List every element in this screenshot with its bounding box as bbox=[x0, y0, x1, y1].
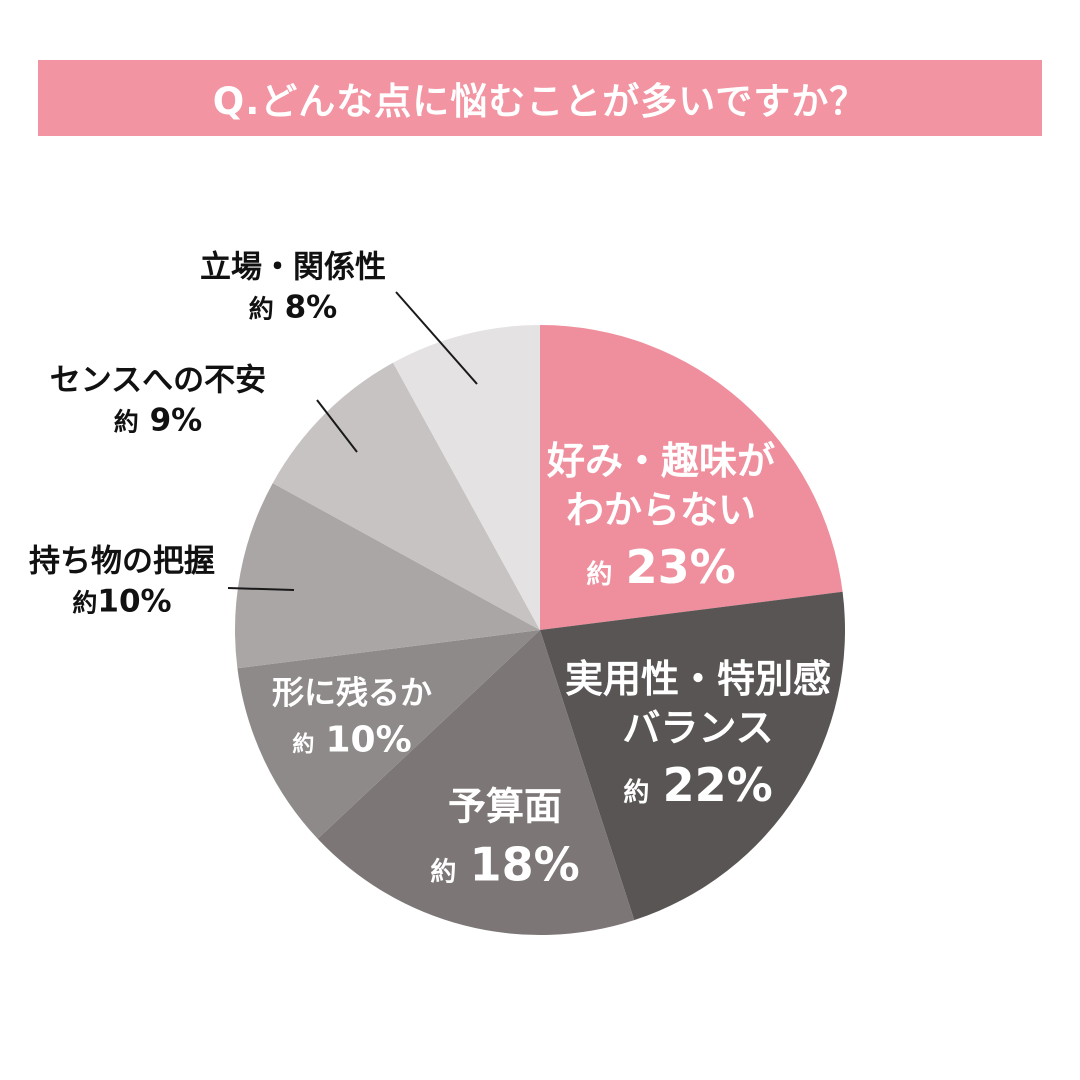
slice-label-line: 好み・趣味が bbox=[546, 438, 776, 483]
slice-value-percent: 10% bbox=[325, 719, 412, 761]
slice-value: 約 8% bbox=[200, 288, 386, 328]
slice-value-percent: 22% bbox=[662, 758, 773, 813]
slice-value: 約10% bbox=[29, 582, 215, 622]
slice-value-prefix: 約 bbox=[430, 856, 457, 887]
slice-value-prefix: 約 bbox=[113, 407, 139, 436]
slice-value-prefix: 約 bbox=[72, 588, 98, 617]
slice-label-line: 予算面 bbox=[447, 784, 563, 829]
slice-value: 約 9% bbox=[50, 401, 266, 441]
leader-line-tachiba-kankeisei bbox=[395, 291, 478, 385]
slice-value-percent: 8% bbox=[284, 289, 338, 325]
slice-value-prefix: 約 bbox=[248, 294, 274, 323]
slice-value-prefix: 約 bbox=[292, 732, 315, 758]
slice-label-sense-fuan: センスへの不安 約 9% bbox=[50, 361, 266, 440]
slice-value: 約 18% bbox=[430, 835, 579, 894]
slice-label-katachi-ni-nokoruka: 形に残るか 約 10% bbox=[272, 672, 432, 763]
slice-label-tachiba-kankeisei: 立場・関係性 約 8% bbox=[200, 248, 386, 327]
slice-label-konomi-shumi: 好み・趣味が わからない 約 23% bbox=[547, 437, 775, 597]
slice-label-line: 立場・関係性 bbox=[200, 249, 386, 286]
leader-line-mochimono-haaku bbox=[227, 587, 295, 591]
slice-value: 約 10% bbox=[272, 717, 432, 763]
slice-value-percent: 9% bbox=[149, 402, 203, 438]
leader-line-sense-fuan bbox=[316, 399, 358, 453]
question-title: Q.どんな点に悩むことが多いですか？ bbox=[212, 80, 868, 123]
pie-slice-2 bbox=[317, 630, 635, 935]
slice-value-percent: 18% bbox=[469, 836, 580, 891]
slice-label-jitsuyousei-balance: 実用性・特別感 バランス 約 22% bbox=[565, 655, 831, 815]
pie-slice-0 bbox=[540, 325, 843, 630]
slice-label-line: 持ち物の把握 bbox=[29, 543, 215, 580]
leader-lines bbox=[227, 291, 478, 591]
slice-label-line: センスへの不安 bbox=[49, 362, 267, 399]
pie-slice-4 bbox=[235, 483, 540, 669]
pie-slice-6 bbox=[393, 325, 540, 630]
slice-label-mochimono-haaku: 持ち物の把握 約10% bbox=[29, 542, 215, 621]
slice-value-percent: 10% bbox=[97, 583, 172, 619]
slice-label-line: バランス bbox=[622, 705, 774, 750]
pie-slice-3 bbox=[237, 630, 540, 839]
pie-slice-1 bbox=[540, 591, 845, 921]
slice-label-yosanmen: 予算面 約 18% bbox=[430, 782, 579, 894]
slice-value: 約 23% bbox=[547, 538, 775, 597]
slice-label-line: 形に残るか bbox=[271, 673, 433, 712]
pie-slices bbox=[235, 325, 845, 935]
slice-label-line: わからない bbox=[565, 487, 757, 532]
slice-value-percent: 23% bbox=[625, 540, 736, 595]
question-banner: Q.どんな点に悩むことが多いですか？ bbox=[38, 60, 1042, 136]
slice-value-prefix: 約 bbox=[623, 778, 650, 809]
slice-value: 約 22% bbox=[565, 756, 831, 815]
slice-value-prefix: 約 bbox=[586, 560, 613, 591]
slice-label-line: 実用性・特別感 bbox=[564, 656, 832, 701]
